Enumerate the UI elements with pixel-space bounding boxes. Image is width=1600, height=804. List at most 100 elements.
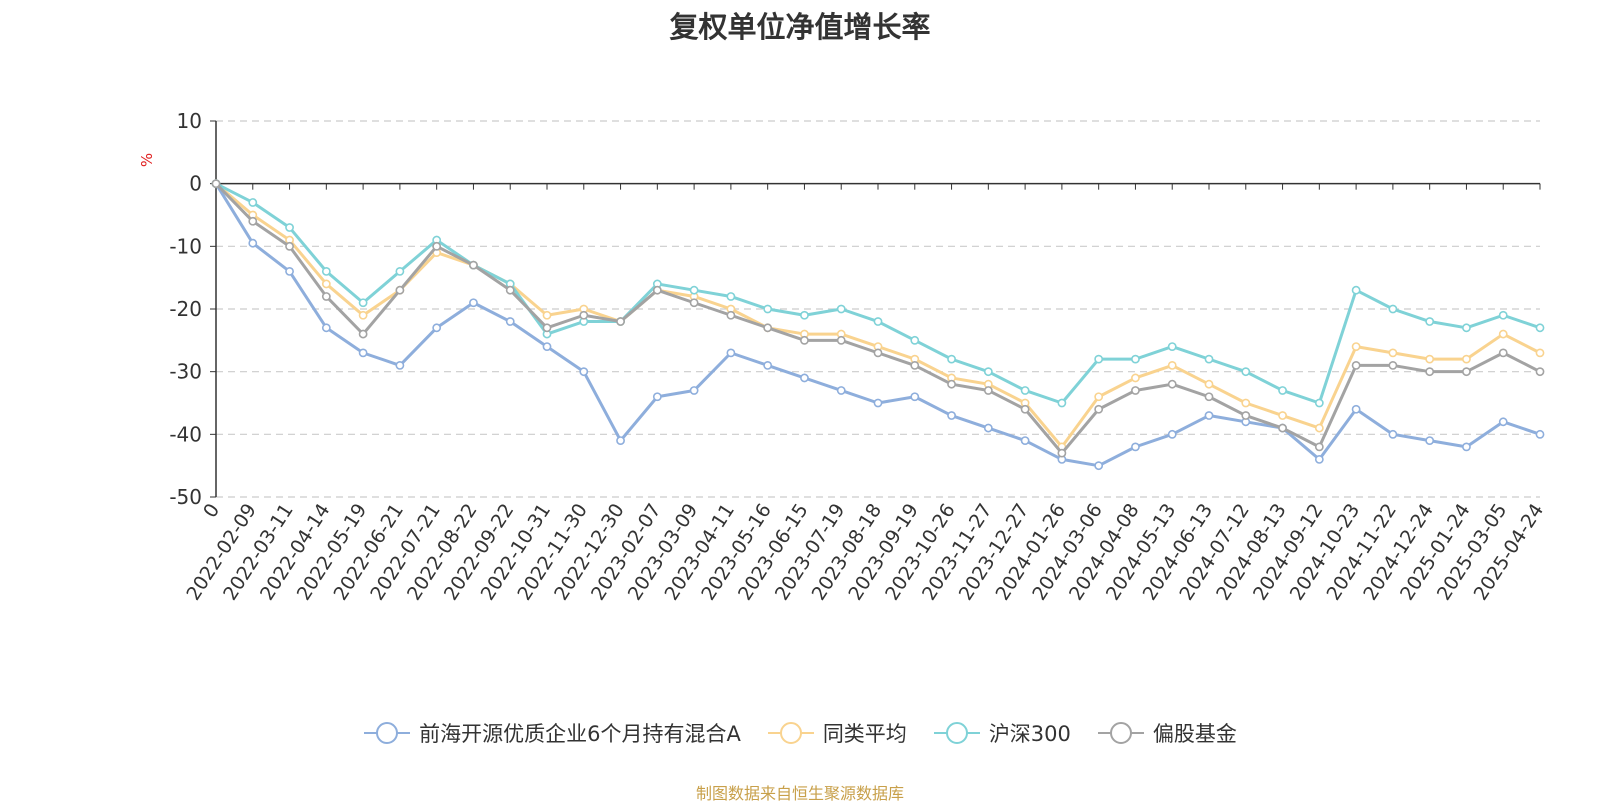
data-point[interactable] <box>1314 442 1324 452</box>
data-point[interactable] <box>763 323 773 333</box>
data-point[interactable] <box>1388 348 1398 358</box>
data-point[interactable] <box>1462 442 1471 452</box>
legend-item[interactable]: 同类平均 <box>767 718 907 748</box>
data-point[interactable] <box>579 310 589 320</box>
data-point[interactable] <box>947 354 956 364</box>
data-point[interactable] <box>910 392 920 402</box>
data-point[interactable] <box>1351 342 1361 351</box>
data-point[interactable] <box>1094 354 1104 364</box>
data-point[interactable] <box>1351 285 1361 295</box>
data-point[interactable] <box>505 285 515 295</box>
data-point[interactable] <box>1535 348 1545 358</box>
data-point[interactable] <box>873 317 883 326</box>
data-point[interactable] <box>983 423 993 433</box>
data-point[interactable] <box>358 329 368 339</box>
legend-item[interactable]: 偏股基金 <box>1097 718 1237 748</box>
data-point[interactable] <box>1351 360 1361 370</box>
data-point[interactable] <box>285 241 294 251</box>
data-point[interactable] <box>1020 436 1030 445</box>
data-point[interactable] <box>1241 398 1251 408</box>
data-point[interactable] <box>432 323 442 333</box>
data-point[interactable] <box>1204 379 1214 389</box>
data-point[interactable] <box>395 285 405 295</box>
data-point[interactable] <box>432 241 442 251</box>
data-point[interactable] <box>1204 354 1214 364</box>
legend[interactable]: 前海开源优质企业6个月持有混合A 同类平均 沪深300 偏股基金 <box>0 718 1600 748</box>
data-point[interactable] <box>358 348 368 358</box>
data-point[interactable] <box>1462 323 1471 333</box>
data-point[interactable] <box>1057 398 1067 408</box>
data-point[interactable] <box>1388 429 1398 439</box>
data-point[interactable] <box>1020 386 1030 395</box>
data-point[interactable] <box>1131 386 1140 395</box>
data-point[interactable] <box>1388 360 1398 370</box>
data-point[interactable] <box>800 310 809 320</box>
data-point[interactable] <box>873 348 883 358</box>
data-point[interactable] <box>1278 423 1287 433</box>
data-point[interactable] <box>910 360 920 370</box>
data-point[interactable] <box>1425 317 1435 326</box>
data-point[interactable] <box>652 392 662 402</box>
data-point[interactable] <box>947 411 956 420</box>
data-point[interactable] <box>763 304 773 314</box>
data-point[interactable] <box>1131 373 1140 383</box>
data-point[interactable] <box>1535 429 1545 439</box>
data-point[interactable] <box>1535 323 1545 333</box>
data-point[interactable] <box>285 266 294 276</box>
data-point[interactable] <box>983 386 993 395</box>
data-point[interactable] <box>1167 429 1177 439</box>
data-point[interactable] <box>689 298 699 308</box>
data-point[interactable] <box>1167 360 1177 370</box>
data-point[interactable] <box>1167 379 1177 389</box>
data-point[interactable] <box>395 360 405 370</box>
data-point[interactable] <box>800 373 809 383</box>
data-point[interactable] <box>321 292 331 301</box>
data-point[interactable] <box>285 223 294 232</box>
data-point[interactable] <box>321 266 331 276</box>
data-point[interactable] <box>1498 417 1508 427</box>
data-point[interactable] <box>652 285 662 295</box>
data-point[interactable] <box>358 310 368 320</box>
data-point[interactable] <box>211 179 221 189</box>
data-point[interactable] <box>542 342 552 351</box>
data-point[interactable] <box>579 367 589 377</box>
data-point[interactable] <box>1204 411 1214 420</box>
data-point[interactable] <box>1057 448 1067 458</box>
data-point[interactable] <box>800 335 809 345</box>
data-point[interactable] <box>248 216 258 226</box>
data-point[interactable] <box>1462 354 1471 364</box>
legend-item[interactable]: 沪深300 <box>933 718 1071 748</box>
data-point[interactable] <box>1351 404 1361 414</box>
data-point[interactable] <box>1314 454 1324 464</box>
data-point[interactable] <box>358 298 368 308</box>
data-point[interactable] <box>726 310 736 320</box>
data-point[interactable] <box>248 238 258 248</box>
data-point[interactable] <box>1204 392 1214 402</box>
data-point[interactable] <box>616 317 625 326</box>
data-point[interactable] <box>469 260 478 270</box>
data-point[interactable] <box>836 386 846 395</box>
data-point[interactable] <box>542 323 552 333</box>
data-point[interactable] <box>321 323 331 333</box>
data-point[interactable] <box>873 398 883 408</box>
data-point[interactable] <box>616 436 625 445</box>
data-point[interactable] <box>1278 386 1287 395</box>
data-point[interactable] <box>836 304 846 314</box>
data-point[interactable] <box>726 292 736 301</box>
data-point[interactable] <box>689 386 699 395</box>
data-point[interactable] <box>1535 367 1545 377</box>
data-point[interactable] <box>1498 348 1508 358</box>
data-point[interactable] <box>1498 329 1508 339</box>
data-point[interactable] <box>505 317 515 326</box>
data-point[interactable] <box>1314 398 1324 408</box>
data-point[interactable] <box>1388 304 1398 314</box>
data-point[interactable] <box>1094 461 1104 471</box>
data-point[interactable] <box>763 360 773 370</box>
data-point[interactable] <box>1094 404 1104 414</box>
data-point[interactable] <box>1425 367 1435 377</box>
data-point[interactable] <box>689 285 699 295</box>
data-point[interactable] <box>1020 404 1030 414</box>
data-point[interactable] <box>947 379 956 389</box>
data-point[interactable] <box>1425 436 1435 445</box>
data-point[interactable] <box>1241 367 1251 377</box>
